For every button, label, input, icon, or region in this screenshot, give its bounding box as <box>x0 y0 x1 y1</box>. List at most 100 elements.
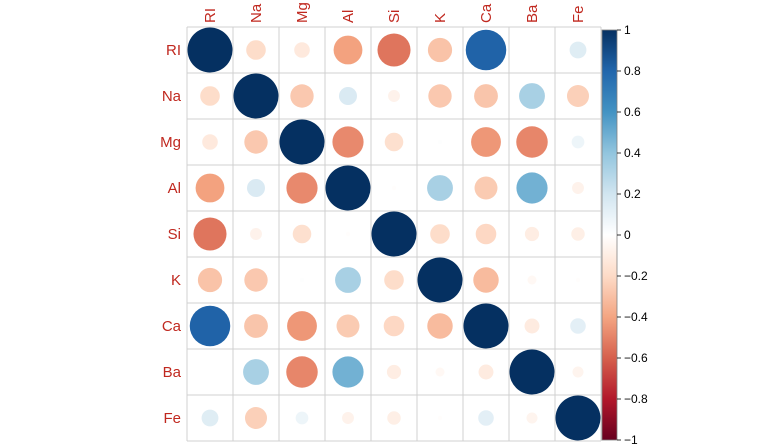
corr-circle-ca-na <box>244 314 268 338</box>
corr-circle-al-mg <box>286 172 318 204</box>
corr-circle-si-ba <box>524 226 540 242</box>
corr-circle-k-mg <box>299 277 305 283</box>
corr-circle-ca-si <box>383 315 405 337</box>
row-label-ca: Ca <box>162 318 182 335</box>
corr-circle-ri-ca <box>465 29 507 71</box>
corr-circle-mg-ca <box>471 127 501 157</box>
row-label-na: Na <box>162 88 182 105</box>
corr-circle-k-ba <box>527 275 537 285</box>
corr-circle-ca-k <box>427 313 453 339</box>
corr-circle-fe-ba <box>526 412 538 424</box>
colorbar-tick-label: −0.4 <box>624 310 648 324</box>
colorbar-tick-label: 0.6 <box>624 105 641 119</box>
corr-circle-ba-na <box>243 359 269 385</box>
row-label-si: Si <box>168 226 181 243</box>
corr-circle-si-mg <box>292 224 312 244</box>
corr-circle-ri-ri <box>187 27 233 73</box>
corr-circle-ca-ba <box>524 318 540 334</box>
corr-circle-fe-al <box>342 412 354 424</box>
corr-circle-ba-ca <box>478 364 494 380</box>
corr-circle-si-ca <box>475 223 497 245</box>
corr-circle-ba-k <box>435 367 445 377</box>
corr-circle-al-fe <box>572 182 584 194</box>
corr-circle-na-k <box>428 84 452 108</box>
corr-circle-na-fe <box>566 84 590 108</box>
corr-circle-na-al <box>339 87 357 105</box>
corr-circle-fe-k <box>437 415 443 421</box>
corr-circle-si-na <box>250 228 262 240</box>
corr-circle-ba-si <box>386 364 402 380</box>
column-label-fe: Fe <box>570 5 587 23</box>
corr-circle-ri-k <box>427 37 453 63</box>
corr-circle-fe-fe <box>555 395 601 441</box>
corr-circle-al-ba <box>516 172 548 204</box>
corr-circle-mg-fe <box>571 135 585 149</box>
corr-circle-na-ba <box>519 83 545 109</box>
column-label-na: Na <box>248 3 265 23</box>
row-labels: RI Na Mg Al Si K Ca Ba Fe <box>160 42 181 427</box>
colorbar-tick-label: 0.2 <box>624 187 641 201</box>
corr-circle-k-na <box>244 268 268 292</box>
corr-circle-ri-al <box>333 35 363 65</box>
corr-circle-mg-ri <box>202 134 218 150</box>
colorbar-tick-label: 0 <box>624 228 631 242</box>
column-label-ba: Ba <box>524 4 541 23</box>
column-label-k: K <box>432 13 449 23</box>
column-label-si: Si <box>386 10 403 23</box>
row-label-ba: Ba <box>163 364 182 381</box>
corr-circle-mg-k <box>437 139 443 145</box>
corr-circle-fe-si <box>387 411 401 425</box>
corr-circle-ri-na <box>246 40 266 60</box>
row-label-fe: Fe <box>163 410 181 427</box>
corr-circle-na-na <box>233 73 279 119</box>
corr-circle-k-ca <box>473 267 499 293</box>
corr-circle-fe-na <box>244 406 268 430</box>
column-label-al: Al <box>340 10 357 23</box>
corr-circle-al-k <box>427 175 453 201</box>
corr-circle-ca-ca <box>463 303 509 349</box>
corr-circle-fe-ca <box>478 410 494 426</box>
row-label-al: Al <box>168 180 181 197</box>
corr-circle-na-mg <box>290 84 314 108</box>
corr-circle-ba-mg <box>286 356 318 388</box>
corr-circle-k-si <box>384 270 404 290</box>
corr-circle-ri-si <box>377 33 411 67</box>
corr-circle-si-fe <box>571 227 585 241</box>
column-label-mg: Mg <box>294 2 311 23</box>
corr-circle-mg-al <box>332 126 364 158</box>
matrix-grid <box>186 26 602 442</box>
corr-circle-al-na <box>247 179 265 197</box>
correlation-circles <box>187 27 601 441</box>
corr-circle-ba-ba <box>509 349 555 395</box>
corr-circle-k-ri <box>197 267 223 293</box>
corr-circle-k-k <box>417 257 463 303</box>
corr-circle-na-ca <box>474 84 498 108</box>
colorbar: 1 0.8 0.6 0.4 0.2 0 −0.2 −0.4 −0.6 −0.8 −1 <box>601 23 648 447</box>
corr-circle-k-fe <box>575 277 581 283</box>
corr-circle-ri-mg <box>294 42 310 58</box>
corr-circle-al-al <box>325 165 371 211</box>
corr-circle-si-al <box>345 231 351 237</box>
column-label-ca: Ca <box>478 3 495 23</box>
corr-circle-ba-al <box>332 356 364 388</box>
colorbar-tick-label: −0.6 <box>624 351 648 365</box>
corr-circle-na-ri <box>200 86 220 106</box>
row-label-ri: RI <box>166 42 181 59</box>
corr-circle-ca-fe <box>570 318 586 334</box>
column-labels: RI Na Mg Al Si K Ca Ba Fe <box>202 2 587 23</box>
colorbar-tick-label: −1 <box>624 433 638 447</box>
corr-circle-al-ca <box>474 176 498 200</box>
row-label-mg: Mg <box>160 134 181 151</box>
corr-circle-fe-ri <box>201 409 219 427</box>
corr-circle-si-si <box>371 211 417 257</box>
corr-circle-mg-ba <box>516 126 548 158</box>
corr-circle-ca-mg <box>287 311 317 341</box>
corr-circle-si-k <box>430 224 450 244</box>
colorbar-tick-label: −0.2 <box>624 269 648 283</box>
corr-circle-ba-fe <box>572 366 584 378</box>
colorbar-tick-label: 0.8 <box>624 64 641 78</box>
corr-circle-ca-al <box>336 314 360 338</box>
colorbar-gradient <box>601 29 618 441</box>
corr-circle-mg-mg <box>279 119 325 165</box>
